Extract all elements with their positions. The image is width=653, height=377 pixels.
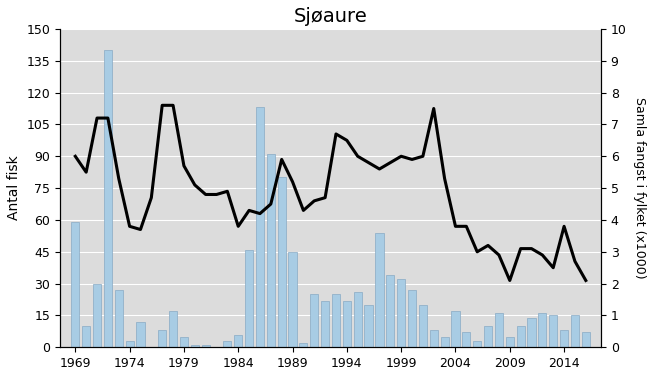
Bar — [560, 330, 568, 347]
Bar — [484, 326, 492, 347]
Bar — [115, 290, 123, 347]
Bar — [473, 341, 481, 347]
Bar — [397, 279, 406, 347]
Bar — [278, 178, 286, 347]
Bar — [343, 300, 351, 347]
Bar — [528, 317, 535, 347]
Y-axis label: Samla fangst i fylket (x1000): Samla fangst i fylket (x1000) — [633, 97, 646, 279]
Bar — [71, 222, 80, 347]
Bar — [104, 50, 112, 347]
Bar — [169, 311, 177, 347]
Bar — [582, 333, 590, 347]
Bar — [332, 294, 340, 347]
Bar — [191, 345, 199, 347]
Bar — [386, 275, 394, 347]
Bar — [299, 343, 308, 347]
Bar — [266, 154, 275, 347]
Bar — [364, 305, 373, 347]
Bar — [451, 311, 460, 347]
Bar — [234, 335, 242, 347]
Bar — [571, 316, 579, 347]
Bar — [256, 107, 264, 347]
Title: Sjøaure: Sjøaure — [294, 7, 368, 26]
Bar — [441, 337, 449, 347]
Bar — [505, 337, 514, 347]
Bar — [430, 330, 438, 347]
Bar — [158, 330, 167, 347]
Bar — [408, 290, 416, 347]
Bar — [82, 326, 90, 347]
Bar — [180, 337, 188, 347]
Bar — [517, 326, 525, 347]
Bar — [93, 284, 101, 347]
Bar — [321, 300, 329, 347]
Bar — [125, 341, 134, 347]
Bar — [538, 313, 547, 347]
Bar — [419, 305, 427, 347]
Y-axis label: Antal fisk: Antal fisk — [7, 156, 21, 221]
Bar — [354, 292, 362, 347]
Bar — [375, 233, 383, 347]
Bar — [202, 345, 210, 347]
Bar — [245, 250, 253, 347]
Bar — [136, 322, 144, 347]
Bar — [289, 252, 296, 347]
Bar — [495, 313, 503, 347]
Bar — [462, 333, 470, 347]
Bar — [549, 316, 557, 347]
Bar — [223, 341, 231, 347]
Bar — [310, 294, 318, 347]
